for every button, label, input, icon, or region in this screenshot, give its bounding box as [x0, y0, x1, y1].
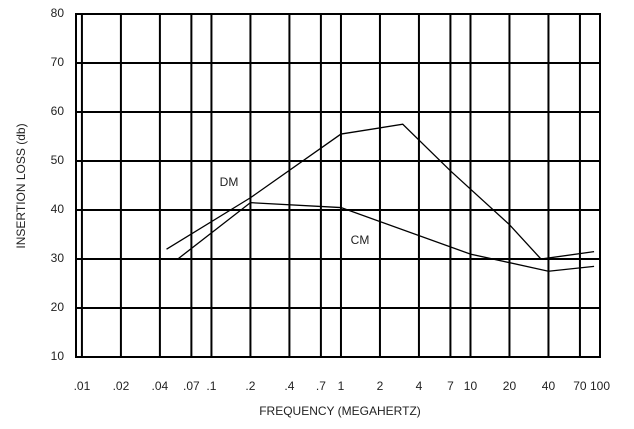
x-tick-label: 100	[590, 379, 610, 393]
series-label: CM	[351, 233, 370, 247]
x-tick-label: .07	[183, 379, 200, 393]
x-tick-label: 7	[447, 379, 454, 393]
x-tick-label: 20	[503, 379, 517, 393]
x-axis-title: FREQUENCY (MEGAHERTZ)	[259, 404, 421, 418]
y-tick-label: 80	[51, 6, 65, 20]
data-line	[177, 201, 595, 272]
x-tick-label: 10	[464, 379, 478, 393]
y-tick-label: 20	[51, 300, 65, 314]
x-tick-label: .1	[206, 379, 216, 393]
y-tick-label: 50	[51, 153, 65, 167]
x-tick-label: 1	[338, 379, 345, 393]
x-tick-label: .04	[152, 379, 169, 393]
y-tick-label: 70	[51, 55, 65, 69]
x-tick-label: 70	[573, 379, 587, 393]
plot-frame	[75, 13, 601, 358]
x-tick-label: .7	[316, 379, 326, 393]
x-tick-label: .02	[113, 379, 130, 393]
y-tick-label: 60	[51, 104, 65, 118]
x-tick-label: 40	[542, 379, 556, 393]
x-tick-label: .2	[245, 379, 255, 393]
series-label: DM	[220, 175, 239, 189]
y-axis-title: INSERTION LOSS (db)	[14, 123, 28, 248]
y-tick-label: 30	[51, 251, 65, 265]
x-tick-label: .01	[74, 379, 91, 393]
x-tick-label: 4	[416, 379, 423, 393]
y-tick-label: 10	[51, 349, 65, 363]
data-line	[166, 123, 595, 260]
y-tick-label: 40	[51, 202, 65, 216]
x-tick-label: 2	[377, 379, 384, 393]
x-tick-label: .4	[284, 379, 294, 393]
